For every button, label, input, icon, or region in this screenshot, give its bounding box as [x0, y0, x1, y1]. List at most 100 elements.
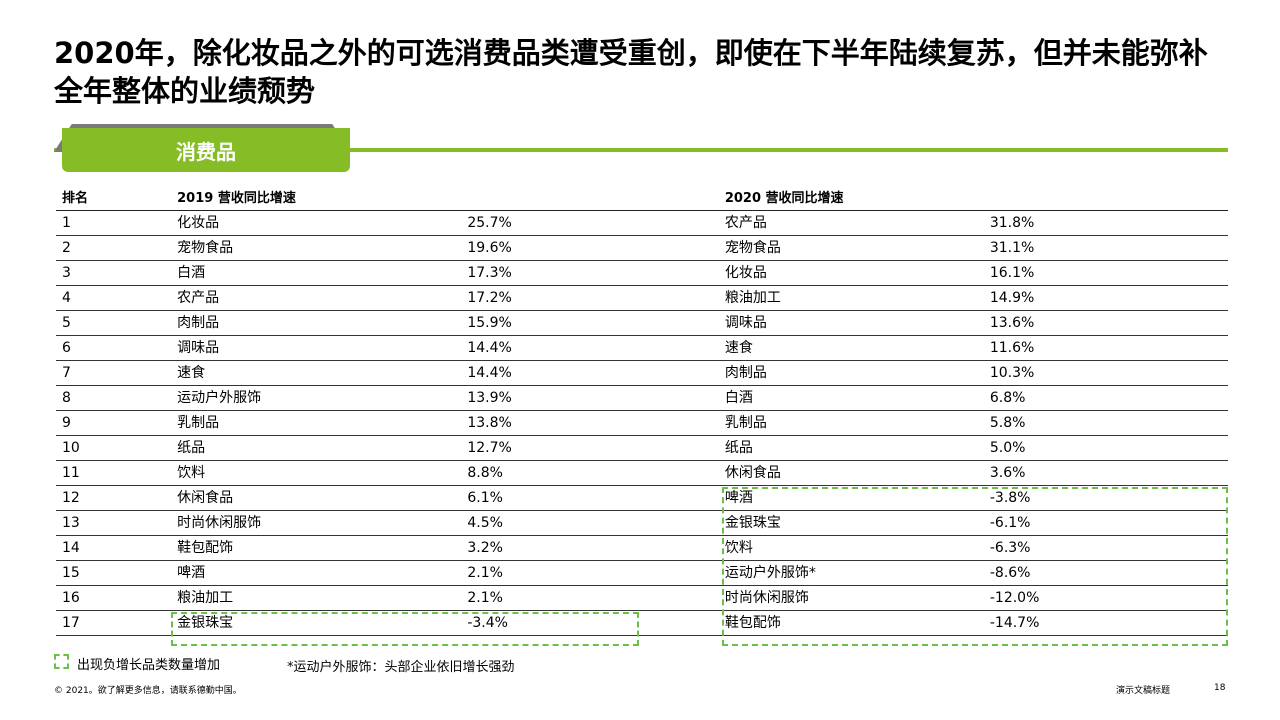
category-2020: 饮料	[718, 535, 984, 561]
growth-2019: 2.1%	[461, 560, 719, 586]
growth-2019: 2.1%	[461, 585, 719, 611]
table-row: 17 金银珠宝 -3.4% 鞋包配饰 -14.7%	[56, 610, 1228, 636]
growth-2019: 17.3%	[461, 260, 719, 286]
growth-2020: 16.1%	[983, 260, 1228, 286]
growth-2019: 6.1%	[461, 485, 719, 511]
category-2020: 鞋包配饰	[718, 610, 984, 636]
ranking-table: 排名 2019 营收同比增速 2020 营收同比增速 1 化妆品 25.7% 农产品 3…	[56, 182, 1228, 636]
legend-dashed-box-icon	[54, 654, 69, 669]
growth-2019: 15.9%	[461, 310, 719, 336]
table-row: 8 运动户外服饰 13.9% 白酒 6.8%	[56, 385, 1228, 411]
category-2019: 纸品	[171, 435, 462, 461]
category-2020: 农产品	[718, 210, 984, 236]
rank-cell: 16	[56, 585, 172, 611]
rank-cell: 7	[56, 360, 172, 386]
table-row: 13 时尚休闲服饰 4.5% 金银珠宝 -6.1%	[56, 510, 1228, 536]
footer-deck-title: 演示文稿标题	[1116, 686, 1171, 696]
growth-2019: 8.8%	[461, 460, 719, 486]
rank-cell: 14	[56, 535, 172, 561]
rank-cell: 11	[56, 460, 172, 486]
header-rank: 排名	[56, 182, 172, 211]
rank-cell: 10	[56, 435, 172, 461]
growth-2019: 14.4%	[461, 335, 719, 361]
section-tab-label: 消费品	[176, 140, 236, 164]
category-2019: 调味品	[171, 335, 462, 361]
table-row: 7 速食 14.4% 肉制品 10.3%	[56, 360, 1228, 386]
category-2019: 粮油加工	[171, 585, 462, 611]
growth-2020: -8.6%	[983, 560, 1228, 586]
legend-text: 出现负增长品类数量增加	[77, 658, 221, 673]
category-2020: 调味品	[718, 310, 984, 336]
growth-2019: -3.4%	[461, 610, 719, 636]
footnote: *运动户外服饰：头部企业依旧增长强劲	[287, 660, 515, 675]
rank-cell: 8	[56, 385, 172, 411]
header-2020-value	[983, 182, 1228, 211]
table-row: 12 休闲食品 6.1% 啤酒 -3.8%	[56, 485, 1228, 511]
negative-highlight-2020	[722, 487, 1228, 646]
category-2019: 运动户外服饰	[171, 385, 462, 411]
header-2019: 2019 营收同比增速	[171, 182, 462, 211]
page-number: 18	[1214, 683, 1226, 693]
growth-2019: 13.8%	[461, 410, 719, 436]
rank-cell: 5	[56, 310, 172, 336]
category-2019: 化妆品	[171, 210, 462, 236]
table-row: 5 肉制品 15.9% 调味品 13.6%	[56, 310, 1228, 336]
category-2019: 时尚休闲服饰	[171, 510, 462, 536]
rank-cell: 1	[56, 210, 172, 236]
growth-2019: 13.9%	[461, 385, 719, 411]
category-2020: 肉制品	[718, 360, 984, 386]
table-body: 1 化妆品 25.7% 农产品 31.8% 2 宠物食品 19.6% 宠物食品 31.1% 3 白酒 1…	[56, 210, 1228, 636]
rank-cell: 13	[56, 510, 172, 536]
growth-2019: 12.7%	[461, 435, 719, 461]
growth-2020: 31.8%	[983, 210, 1228, 236]
page-title: 2020年，除化妆品之外的可选消费品类遭受重创，即使在下半年陆续复苏，但并未能弥…	[54, 36, 1208, 108]
category-2020: 运动户外服饰*	[718, 560, 984, 586]
category-2019: 宠物食品	[171, 235, 462, 261]
growth-2019: 4.5%	[461, 510, 719, 536]
category-2020: 纸品	[718, 435, 984, 461]
category-2019: 鞋包配饰	[171, 535, 462, 561]
category-2020: 时尚休闲服饰	[718, 585, 984, 611]
growth-2019: 17.2%	[461, 285, 719, 311]
category-2019: 休闲食品	[171, 485, 462, 511]
category-2020: 金银珠宝	[718, 510, 984, 536]
growth-2020: 31.1%	[983, 235, 1228, 261]
table-row: 6 调味品 14.4% 速食 11.6%	[56, 335, 1228, 361]
rank-cell: 9	[56, 410, 172, 436]
growth-2020: 11.6%	[983, 335, 1228, 361]
rank-cell: 15	[56, 560, 172, 586]
table-row: 11 饮料 8.8% 休闲食品 3.6%	[56, 460, 1228, 486]
rank-cell: 6	[56, 335, 172, 361]
header-2019-value	[461, 182, 719, 211]
category-2019: 饮料	[171, 460, 462, 486]
growth-2020: -6.1%	[983, 510, 1228, 536]
category-2020: 化妆品	[718, 260, 984, 286]
category-2019: 乳制品	[171, 410, 462, 436]
table-row: 3 白酒 17.3% 化妆品 16.1%	[56, 260, 1228, 286]
category-2020: 白酒	[718, 385, 984, 411]
growth-2020: 13.6%	[983, 310, 1228, 336]
footer-copyright: © 2021。欲了解更多信息，请联系德勤中国。	[54, 686, 242, 696]
category-2020: 粮油加工	[718, 285, 984, 311]
category-2019: 速食	[171, 360, 462, 386]
category-2019: 农产品	[171, 285, 462, 311]
category-2019: 啤酒	[171, 560, 462, 586]
growth-2020: 10.3%	[983, 360, 1228, 386]
table-row: 15 啤酒 2.1% 运动户外服饰* -8.6%	[56, 560, 1228, 586]
rank-cell: 17	[56, 610, 172, 636]
rank-cell: 2	[56, 235, 172, 261]
table-row: 4 农产品 17.2% 粮油加工 14.9%	[56, 285, 1228, 311]
category-2020: 乳制品	[718, 410, 984, 436]
table-row: 14 鞋包配饰 3.2% 饮料 -6.3%	[56, 535, 1228, 561]
table-row: 9 乳制品 13.8% 乳制品 5.8%	[56, 410, 1228, 436]
category-2020: 休闲食品	[718, 460, 984, 486]
category-2019: 金银珠宝	[171, 610, 462, 636]
table-row: 2 宠物食品 19.6% 宠物食品 31.1%	[56, 235, 1228, 261]
rank-cell: 4	[56, 285, 172, 311]
category-2020: 宠物食品	[718, 235, 984, 261]
table-row: 1 化妆品 25.7% 农产品 31.8%	[56, 210, 1228, 236]
category-2019: 白酒	[171, 260, 462, 286]
category-2020: 速食	[718, 335, 984, 361]
growth-2020: 6.8%	[983, 385, 1228, 411]
rank-cell: 12	[56, 485, 172, 511]
